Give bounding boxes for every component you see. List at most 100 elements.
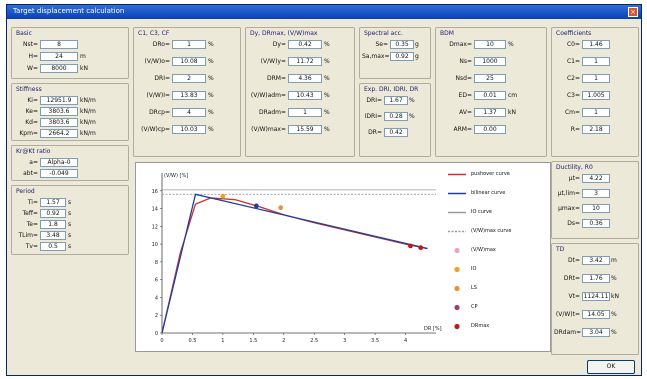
coeff-value-field[interactable]: 1.46 <box>582 40 610 49</box>
ductility-value-field[interactable]: 3 <box>582 189 610 198</box>
x-axis-label: DR [%] <box>424 326 442 332</box>
ductility-row: Ds= 0.36 <box>554 219 624 228</box>
legend-label: (V/W)max curve <box>471 228 512 234</box>
ratios-row: a= Alpha-0 <box>14 158 92 167</box>
series-line <box>161 193 428 334</box>
bdm-value-field[interactable]: 25 <box>474 74 506 83</box>
bdm-value-field[interactable]: 1.37 <box>474 108 506 117</box>
window-title: Target displacement calculation <box>13 7 125 15</box>
dy-value-field[interactable]: 0.42 <box>288 40 322 49</box>
basic-value-field[interactable]: 8000 <box>40 64 78 73</box>
dy-value-field[interactable]: 11.72 <box>288 57 322 66</box>
cfo-value-field[interactable]: 1 <box>172 40 206 49</box>
bdm-value-field[interactable]: 0.00 <box>474 125 506 134</box>
legend-symbol <box>448 192 466 195</box>
exp-value-field[interactable]: 0.28 <box>384 112 408 121</box>
legend-label: LS <box>471 285 477 291</box>
data-point <box>418 245 424 251</box>
bdm-value-field[interactable]: 0.01 <box>474 91 506 100</box>
cfo-value-field[interactable]: 13.83 <box>172 91 206 100</box>
period-unit: s <box>68 232 72 239</box>
exp-group: Exp. DRI, IDRI, DR DRI= 1.67% IDRI= 0.28% DR… <box>359 83 431 157</box>
legend-label: IO <box>471 266 477 272</box>
coeff-label: R= <box>570 126 580 133</box>
ductility-value-field[interactable]: 10 <box>582 204 610 213</box>
cfo-title: C1, C3, CF <box>138 30 170 37</box>
cfo-value-field[interactable]: 4 <box>172 108 206 117</box>
legend-symbol <box>454 304 460 311</box>
ratios-value-field[interactable]: Alpha-0 <box>40 158 78 167</box>
ratios-label: a= <box>29 159 38 166</box>
cfo-value-field[interactable]: 10.03 <box>172 125 206 134</box>
period-value-field[interactable]: 3.48 <box>40 231 66 240</box>
td-value-field[interactable]: 3.42 <box>582 256 610 265</box>
exp-value-field[interactable]: 0.42 <box>384 128 408 137</box>
ok-button[interactable]: OK <box>587 360 635 374</box>
x-tick-label: 1 <box>221 338 224 344</box>
cfo-row: (V/W)o= 10.08% <box>136 57 220 66</box>
stiffness-group: Stiffness Ki= 12951.9 kN/m Ke= 3803.6 kN/m Kd=… <box>11 83 129 141</box>
exp-value-field[interactable]: 1.67 <box>384 96 408 105</box>
basic-value-field[interactable]: 24 <box>40 52 78 61</box>
dy-value-field[interactable]: 10.43 <box>288 91 322 100</box>
dy-value-field[interactable]: 1 <box>288 108 322 117</box>
dy-value-field[interactable]: 15.59 <box>288 125 322 134</box>
coeff-label: C2= <box>566 75 580 82</box>
spectral-row: Sa,max= 0.92 g <box>362 52 428 61</box>
ductility-row: μt,lim= 3 <box>554 189 624 198</box>
stiffness-value-field[interactable]: 3803.6 <box>40 118 78 127</box>
cfo-value-field[interactable]: 2 <box>172 74 206 83</box>
period-value-field[interactable]: 0.92 <box>40 209 66 218</box>
bdm-label: ARM= <box>453 126 472 133</box>
stiffness-value-field[interactable]: 3803.6 <box>40 107 78 116</box>
stiffness-unit: kN/m <box>80 108 96 115</box>
bdm-value-field[interactable]: 10 <box>474 40 506 49</box>
dy-value-field[interactable]: 4.36 <box>288 74 322 83</box>
dy-unit: % <box>324 126 330 133</box>
period-label: Tv= <box>25 243 38 250</box>
cfo-value-field[interactable]: 10.08 <box>172 57 206 66</box>
coeff-value-field[interactable]: 1.005 <box>582 91 610 100</box>
coeff-row: C2= 1 <box>554 74 624 83</box>
stiffness-value-field[interactable]: 2664.2 <box>40 129 78 138</box>
coeff-row: Cm= 1 <box>554 108 624 117</box>
ratios-value-field[interactable]: -0.049 <box>40 169 78 178</box>
coeff-value-field[interactable]: 1 <box>582 74 610 83</box>
stiffness-title: Stiffness <box>16 86 42 93</box>
data-point <box>408 243 413 249</box>
td-value-field[interactable]: 1124.11 <box>582 292 610 301</box>
basic-value-field[interactable]: 8 <box>40 40 78 49</box>
coeff-row: C3= 1.005 <box>554 91 624 100</box>
basic-label: H= <box>28 53 38 60</box>
dy-row: DRM= 4.36% <box>248 74 336 83</box>
period-value-field[interactable]: 1.57 <box>40 198 66 207</box>
legend-item: LS <box>447 284 547 293</box>
period-unit: s <box>68 199 72 206</box>
td-unit: % <box>611 311 617 318</box>
x-tick-label: 3 <box>343 338 346 344</box>
legend-item: CP <box>447 303 547 312</box>
ductility-value-field[interactable]: 0.36 <box>582 219 610 228</box>
legend-symbol <box>454 323 460 330</box>
coeff-value-field[interactable]: 1 <box>582 108 610 117</box>
period-value-field[interactable]: 1.8 <box>40 220 66 229</box>
td-value-field[interactable]: 3.04 <box>582 328 610 337</box>
ductility-label: μmax= <box>558 205 580 212</box>
cfo-label: DRI= <box>154 75 170 82</box>
dy-label: DRadm= <box>258 109 286 116</box>
period-value-field[interactable]: 0.5 <box>40 242 66 251</box>
coeff-value-field[interactable]: 1 <box>582 57 610 66</box>
stiffness-value-field[interactable]: 12951.9 <box>40 96 78 105</box>
spectral-value-field[interactable]: 0.35 <box>390 40 414 49</box>
coeff-value-field[interactable]: 2.18 <box>582 125 610 134</box>
ductility-value-field[interactable]: 4.22 <box>582 174 610 183</box>
td-value-field[interactable]: 1.76 <box>582 274 610 283</box>
td-value-field[interactable]: 14.05 <box>582 310 610 319</box>
cfo-unit: % <box>208 92 214 99</box>
spectral-label: Se= <box>375 41 388 48</box>
spectral-value-field[interactable]: 0.92 <box>390 52 414 61</box>
close-icon[interactable]: × <box>628 7 638 17</box>
x-tick-label: 0 <box>160 338 163 344</box>
pushover-chart: 0 2 4 6 8 10 12 14 16 0 0.5 1 1.5 2 2.5 3 3.5 4 (V/W) [%] D… <box>152 173 442 344</box>
bdm-value-field[interactable]: 1000 <box>474 57 506 66</box>
